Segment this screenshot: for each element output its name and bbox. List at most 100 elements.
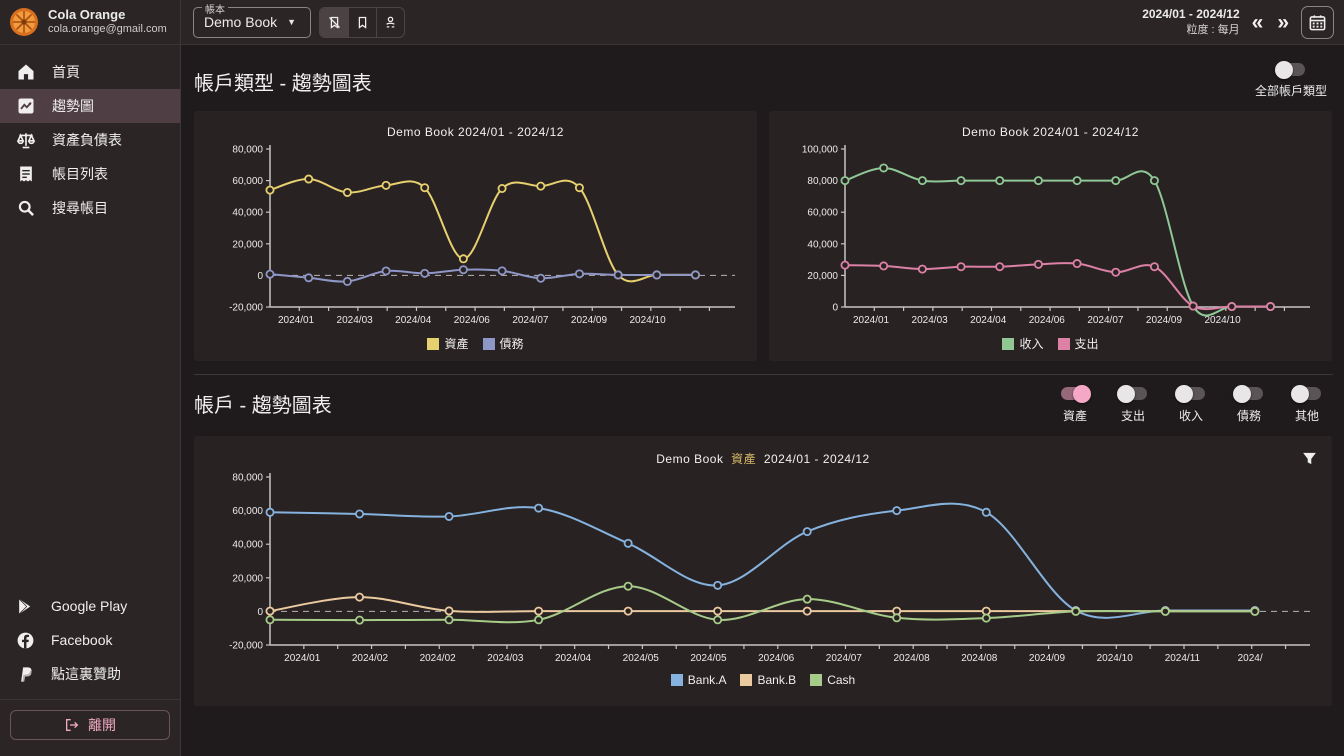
svg-text:60,000: 60,000 [232,506,263,517]
calendar-icon [1309,14,1326,30]
chart-title: Demo Book 2024/01 - 2024/12 [387,125,564,139]
svg-text:80,000: 80,000 [232,473,263,484]
facebook-icon [17,632,34,648]
toggle-other: 其他 [1291,384,1321,424]
sidebar-item-label: 搜尋帳目 [52,200,108,216]
assets-toggle[interactable] [1061,384,1091,403]
sidebar: 首頁 趨勢圖 [0,45,181,756]
svg-text:2024/07: 2024/07 [512,315,549,326]
user-email: cola.orange@gmail.com [48,23,167,36]
svg-text:0: 0 [257,271,263,282]
sidebar-item-entries-list[interactable]: 帳目列表 [0,157,180,191]
legend-swatch [1057,337,1070,350]
svg-text:2024/10: 2024/10 [1205,315,1242,326]
sidebar-link-google-play[interactable]: Google Play [0,589,180,623]
svg-text:100,000: 100,000 [802,145,839,156]
svg-text:40,000: 40,000 [232,540,263,551]
svg-text:2024/10: 2024/10 [1097,653,1134,664]
toggle-expense: 支出 [1117,384,1147,424]
toggle-label: 債務 [1236,409,1261,423]
svg-text:20,000: 20,000 [807,271,838,282]
all-account-types-toggle[interactable] [1274,60,1305,79]
sidebar-item-trends[interactable]: 趨勢圖 [0,89,180,123]
prev-period-button[interactable]: « [1251,10,1264,34]
income-toggle[interactable] [1175,384,1205,403]
expense-toggle[interactable] [1117,384,1147,403]
svg-text:0: 0 [832,303,838,314]
legend-swatch [810,674,823,686]
svg-text:2024/09: 2024/09 [1029,653,1066,664]
sidebar-link-donate[interactable]: 點這裏贊助 [0,657,180,691]
svg-text:2024/07: 2024/07 [826,653,863,664]
debt-toggle[interactable] [1233,384,1263,403]
toggle-assets: 資產 [1061,384,1091,424]
legend-swatch [482,337,495,350]
bookmark-toolbar [319,6,405,38]
other-toggle[interactable] [1291,384,1321,403]
svg-text:2024/06: 2024/06 [1029,315,1066,326]
sidebar-item-home[interactable]: 首頁 [0,55,180,89]
section-title-accounts: 帳戶 - 趨勢圖表 [194,395,332,417]
sidebar-item-label: 首頁 [52,64,80,80]
calendar-button[interactable] [1301,5,1334,39]
receipt-list-icon [20,166,32,182]
svg-text:2024/04: 2024/04 [555,653,592,664]
svg-text:2024/08: 2024/08 [893,653,930,664]
svg-text:2024/05: 2024/05 [623,653,660,664]
chart-card-income-expense: Demo Book 2024/01 - 2024/12 0 20,000 40,00… [769,111,1332,361]
legend-item: 收入 [1002,335,1044,352]
bookmark-account-button[interactable] [376,7,404,37]
svg-text:-20,000: -20,000 [229,303,263,314]
svg-text:2024/01: 2024/01 [284,653,321,664]
main-content: 帳戶類型 - 趨勢圖表 全部帳戶類型 Demo Book 2024/01 - 2… [181,45,1344,756]
filter-icon[interactable] [1301,450,1318,467]
toggle-income: 收入 [1175,384,1205,424]
legend-item: Cash [810,673,855,687]
user-name: Cola Orange [48,7,126,22]
legend-swatch [1002,337,1015,350]
logout-button[interactable]: 離開 [10,710,170,740]
chart-card-accounts: Demo Book 資產 2024/01 - 2024/12 -20,000 0 2… [194,436,1332,706]
svg-text:20,000: 20,000 [232,239,263,250]
svg-text:20,000: 20,000 [232,573,263,584]
svg-text:2024/01: 2024/01 [853,315,890,326]
google-play-icon [18,598,31,614]
svg-text:2024/09: 2024/09 [1146,315,1183,326]
book-select-label: 帳本 [202,0,228,16]
svg-text:-20,000: -20,000 [229,641,263,652]
svg-text:2024/07: 2024/07 [1087,315,1124,326]
svg-text:2024/08: 2024/08 [961,653,998,664]
toggle-label: 資產 [1062,409,1087,423]
home-icon [18,64,34,80]
svg-text:2024/02: 2024/02 [420,653,457,664]
granularity-text: 粒度 : 每月 [1186,23,1240,36]
income-expense-line-chart: 0 20,000 40,000 60,000 80,000 100,000 2024/01 2… [802,145,1310,326]
svg-text:60,000: 60,000 [807,208,838,219]
svg-text:2024/04: 2024/04 [395,315,432,326]
bookmark-button[interactable] [348,7,376,37]
section-divider [194,374,1333,375]
sidebar-link-facebook[interactable]: Facebook [0,623,180,657]
svg-text:2024/03: 2024/03 [912,315,949,326]
svg-text:2024/03: 2024/03 [487,653,524,664]
account-type-toggles: 資產 支出 收入 債務 [1061,381,1333,424]
bookmark-off-button[interactable] [320,7,348,37]
section-title-account-types: 帳戶類型 - 趨勢圖表 [194,73,372,95]
date-range-block: 2024/01 - 2024/12 粒度 : 每月 [1142,6,1239,37]
svg-text:80,000: 80,000 [807,176,838,187]
next-period-button[interactable]: » [1277,10,1289,34]
bookmark-account-icon [386,16,395,27]
chart-card-assets-debts: Demo Book 2024/01 - 2024/12 -20,000 0 20,0… [194,111,757,361]
bookmark-off-icon [328,16,340,29]
all-account-types-label: 全部帳戶類型 [1254,84,1327,98]
toggle-label: 支出 [1120,409,1145,423]
sidebar-link-label: 點這裏贊助 [51,666,121,682]
legend-swatch [670,674,683,686]
svg-text:0: 0 [257,607,263,618]
book-select-dropdown[interactable]: 帳本 Demo Book ▼ [193,0,311,38]
chart-title-account-name: 資產 [731,452,757,466]
sidebar-item-balance-sheet[interactable]: 資產負債表 [0,123,180,157]
sidebar-item-search-entries[interactable]: 搜尋帳目 [0,191,180,225]
user-block: Cola Orange cola.orange@gmail.com [0,0,181,44]
